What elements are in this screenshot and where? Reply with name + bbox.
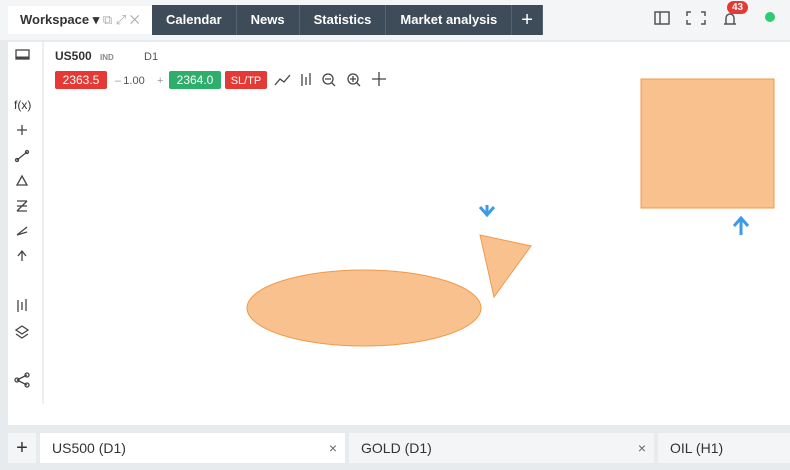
tab-label: GOLD (D1) <box>361 440 432 456</box>
bottom-tab[interactable]: US500 (D1) × <box>40 433 345 463</box>
nav-tab[interactable]: Statistics <box>300 5 387 35</box>
close-tab[interactable]: × <box>328 440 337 456</box>
chart-tools <box>274 72 386 87</box>
close-tab[interactable]: × <box>637 440 646 456</box>
workspace-menu[interactable]: Workspace ▾ ⧉ ⤢ ✕ <box>8 6 152 34</box>
tab-label: OIL (H1) <box>670 440 724 456</box>
left-toolbar <box>14 49 30 388</box>
add-chart[interactable]: + <box>8 433 36 463</box>
nav-tab[interactable]: Market analysis <box>386 5 513 35</box>
timeframe[interactable]: D1 <box>144 51 158 63</box>
function-icon[interactable]: f(x) <box>14 98 31 112</box>
volume-minus[interactable]: – <box>115 75 122 87</box>
bottom-tab[interactable]: GOLD (D1) × <box>349 433 654 463</box>
tab-label: US500 (D1) <box>52 440 126 456</box>
bottom-tab[interactable]: OIL (H1) <box>658 433 790 463</box>
symbol[interactable]: US500 <box>55 49 92 63</box>
volume-plus[interactable]: + <box>157 75 163 87</box>
sltp-label: SL/TP <box>231 75 262 87</box>
sell-button[interactable] <box>55 71 107 89</box>
window-icons <box>654 11 736 25</box>
workspace-label: Workspace <box>20 12 90 27</box>
drawings <box>246 78 775 347</box>
market: IND <box>100 53 114 62</box>
notification-badge: 43 <box>727 1 749 14</box>
nav-tabs: Calendar News Statistics Market analysis… <box>152 5 543 35</box>
bid-price: 2363.5 <box>63 73 100 87</box>
volume[interactable]: 1.00 <box>123 75 144 87</box>
sltp-button[interactable] <box>225 71 267 89</box>
nav-tab[interactable]: Calendar <box>152 5 237 35</box>
nav-tab[interactable]: News <box>237 5 300 35</box>
ask-price: 2364.0 <box>177 73 214 87</box>
buy-button[interactable] <box>169 71 221 89</box>
status-dot <box>765 12 775 22</box>
add-tab[interactable]: + <box>512 5 543 35</box>
